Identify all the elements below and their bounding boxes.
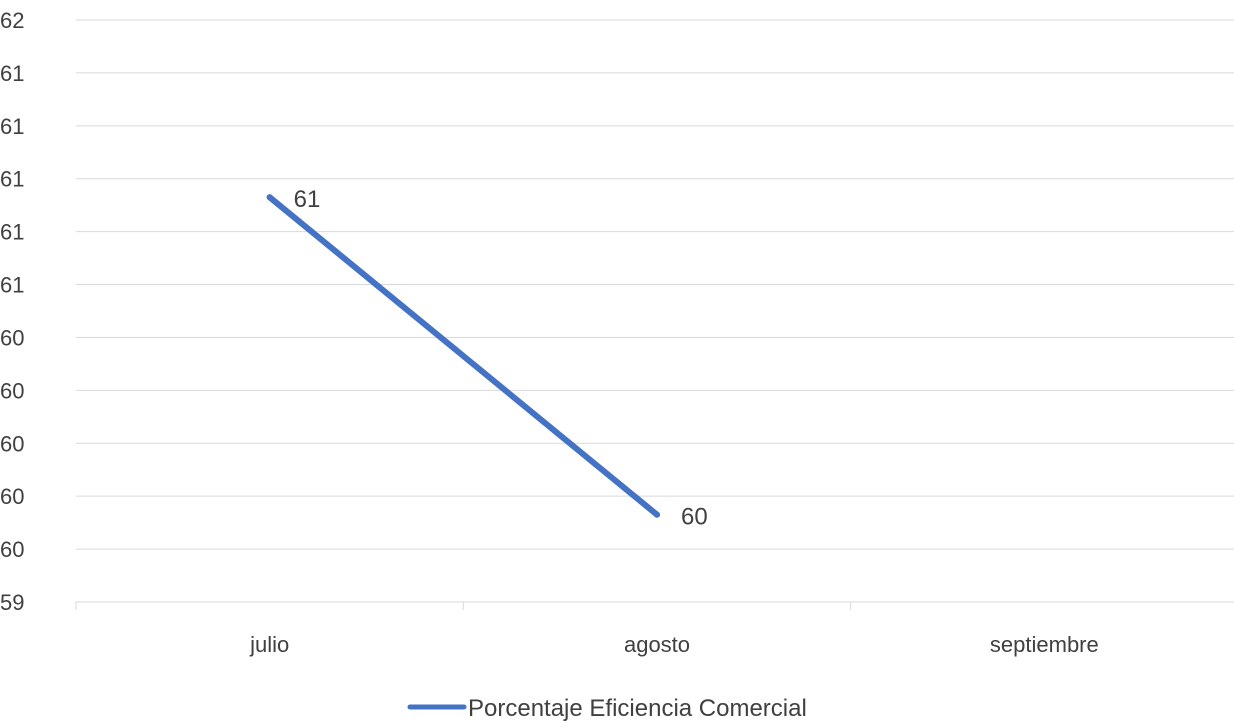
data-point xyxy=(266,194,273,201)
x-axis: julio agosto septiembre xyxy=(75,602,1099,657)
x-tick-label: agosto xyxy=(624,632,690,657)
x-tick-label: julio xyxy=(249,632,289,657)
y-tick-label: 61 xyxy=(0,167,24,192)
gridlines xyxy=(76,19,1234,550)
data-point xyxy=(654,511,660,518)
y-tick-label: 60 xyxy=(0,378,24,403)
y-tick-label: 61 xyxy=(0,220,24,245)
y-tick-label: 60 xyxy=(0,484,24,509)
y-tick-label: 59 xyxy=(0,590,24,615)
y-tick-label: 61 xyxy=(0,114,24,139)
series-line xyxy=(266,194,660,518)
y-tick-label: 60 xyxy=(0,431,24,456)
series-group xyxy=(266,194,660,518)
y-tick-label: 61 xyxy=(0,61,24,86)
y-axis-tick-labels: 59 60 60 60 60 60 61 61 61 61 61 62 xyxy=(0,8,24,615)
legend-label: Porcentaje Eficiencia Comercial xyxy=(468,695,807,721)
y-tick-label: 60 xyxy=(0,537,24,562)
data-label: 60 xyxy=(681,504,708,531)
x-tick-label: septiembre xyxy=(990,632,1099,657)
y-tick-label: 61 xyxy=(0,273,24,298)
y-tick-label: 62 xyxy=(0,8,24,33)
legend: Porcentaje Eficiencia Comercial xyxy=(407,695,807,721)
data-label: 61 xyxy=(294,186,321,213)
data-labels: 61 60 xyxy=(294,186,708,530)
y-tick-label: 60 xyxy=(0,325,24,350)
